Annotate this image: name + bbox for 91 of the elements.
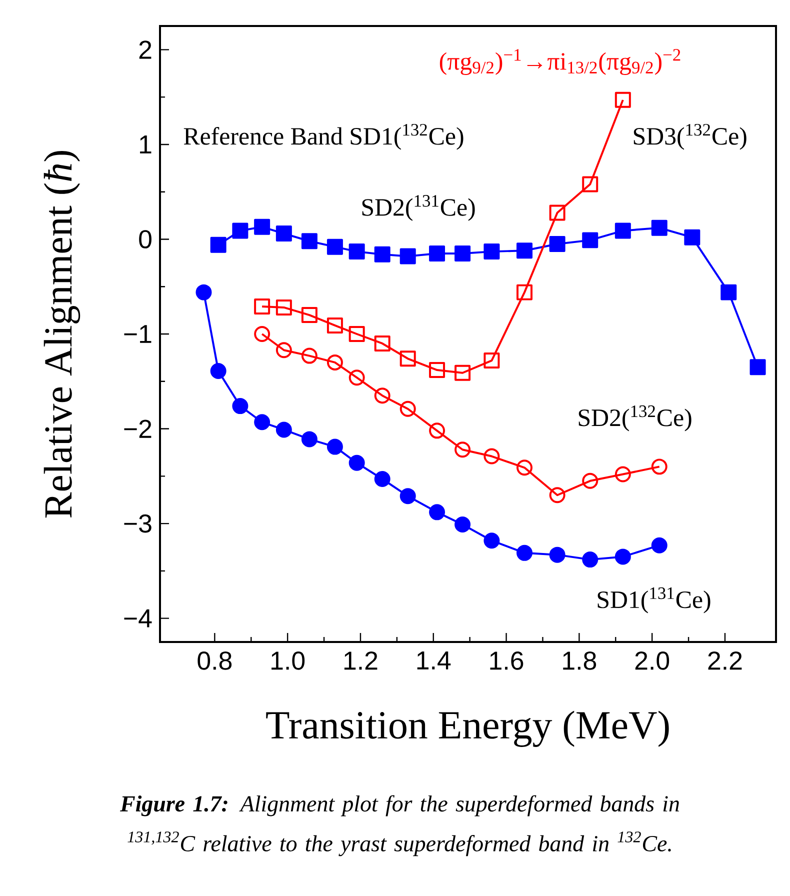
point — [210, 236, 226, 253]
point — [232, 398, 248, 414]
point — [454, 516, 471, 532]
point — [232, 222, 248, 239]
point — [684, 229, 700, 246]
point — [254, 218, 270, 235]
series-label: SD2($^{131}$Ce) — [362, 195, 475, 221]
y-tick-label: −2 — [124, 420, 152, 438]
point — [348, 244, 365, 260]
point — [720, 284, 737, 300]
point — [196, 284, 212, 300]
point — [374, 246, 390, 262]
point — [454, 364, 471, 381]
point — [301, 348, 318, 364]
point — [301, 431, 318, 448]
series-label: SD2($^{132}$Ce) — [578, 405, 692, 432]
annotation: Reference Band SD1($^{132}$Ce) — [184, 124, 464, 150]
point — [651, 458, 668, 475]
text: (πg$_{9/2}$)$^{−1}$→πi$_{13/2}$(πg$_{9/2}$)$^{−2}$ — [440, 49, 680, 75]
y-tick-label: 2 — [139, 40, 152, 59]
point — [750, 359, 766, 376]
point — [582, 232, 598, 248]
x-tick-label: 1.6 — [490, 652, 524, 670]
x-axis-title: Transition Energy (MeV) — [266, 710, 669, 747]
point — [614, 92, 631, 108]
point — [614, 222, 631, 239]
x-tick-label: 1.0 — [272, 652, 305, 670]
point — [301, 307, 318, 324]
point — [454, 442, 471, 458]
point — [614, 548, 631, 565]
point — [276, 422, 292, 438]
point — [484, 532, 500, 549]
x-tick-label: 2.2 — [708, 652, 742, 670]
point — [301, 233, 318, 250]
x-tick-label: 2.0 — [635, 652, 670, 670]
point — [651, 220, 668, 236]
point — [454, 245, 471, 262]
point — [400, 488, 416, 504]
point — [400, 248, 416, 264]
point — [276, 299, 292, 316]
point — [582, 472, 598, 489]
point — [582, 176, 598, 192]
point — [516, 460, 532, 476]
series-label: SD3($^{132}$Ce) — [634, 124, 746, 150]
y-tick-label: −1 — [124, 325, 152, 343]
point — [549, 236, 566, 252]
y-tick-label: −3 — [124, 514, 152, 533]
point — [549, 546, 566, 563]
text: Figure 1.7: Alignment plot for the superdeformed bands in $^{131,132}$C relative to the yrast superdeformed band in $^{132}$Ce. — [120, 795, 680, 856]
x-tick-label: 1.2 — [344, 652, 378, 670]
y-tick-label: 0 — [139, 230, 152, 248]
point — [400, 350, 416, 367]
point — [326, 238, 343, 255]
point — [348, 454, 365, 471]
point — [651, 537, 668, 554]
point — [484, 244, 500, 260]
point — [429, 362, 446, 378]
point — [549, 204, 566, 221]
point — [484, 352, 500, 369]
point — [210, 362, 226, 379]
x-tick-label: 0.8 — [198, 652, 232, 670]
point — [348, 370, 365, 386]
y-axis-title: Relative Alignment (ħ) — [44, 150, 80, 518]
point — [614, 466, 631, 482]
point — [516, 544, 532, 561]
y-tick-label: 1 — [140, 136, 152, 154]
series-label: SD1($^{131}$Ce) — [598, 587, 710, 614]
point — [429, 504, 446, 520]
point — [276, 226, 292, 242]
point — [374, 335, 390, 352]
point — [254, 414, 270, 430]
x-tick-label: 1.8 — [563, 652, 596, 670]
point — [484, 448, 500, 464]
point — [326, 317, 343, 334]
point — [516, 284, 532, 300]
point — [582, 552, 598, 568]
point — [516, 242, 532, 259]
x-tick-label: 1.4 — [417, 652, 451, 670]
point — [254, 298, 270, 315]
point — [400, 400, 416, 417]
point — [549, 487, 566, 504]
point — [429, 245, 446, 262]
point — [326, 354, 343, 370]
point — [254, 326, 270, 342]
point — [326, 438, 343, 455]
y-tick-label: −4 — [124, 609, 152, 628]
point — [348, 326, 365, 342]
point — [276, 342, 292, 358]
point — [374, 471, 390, 488]
point — [374, 388, 390, 404]
point — [429, 422, 446, 439]
